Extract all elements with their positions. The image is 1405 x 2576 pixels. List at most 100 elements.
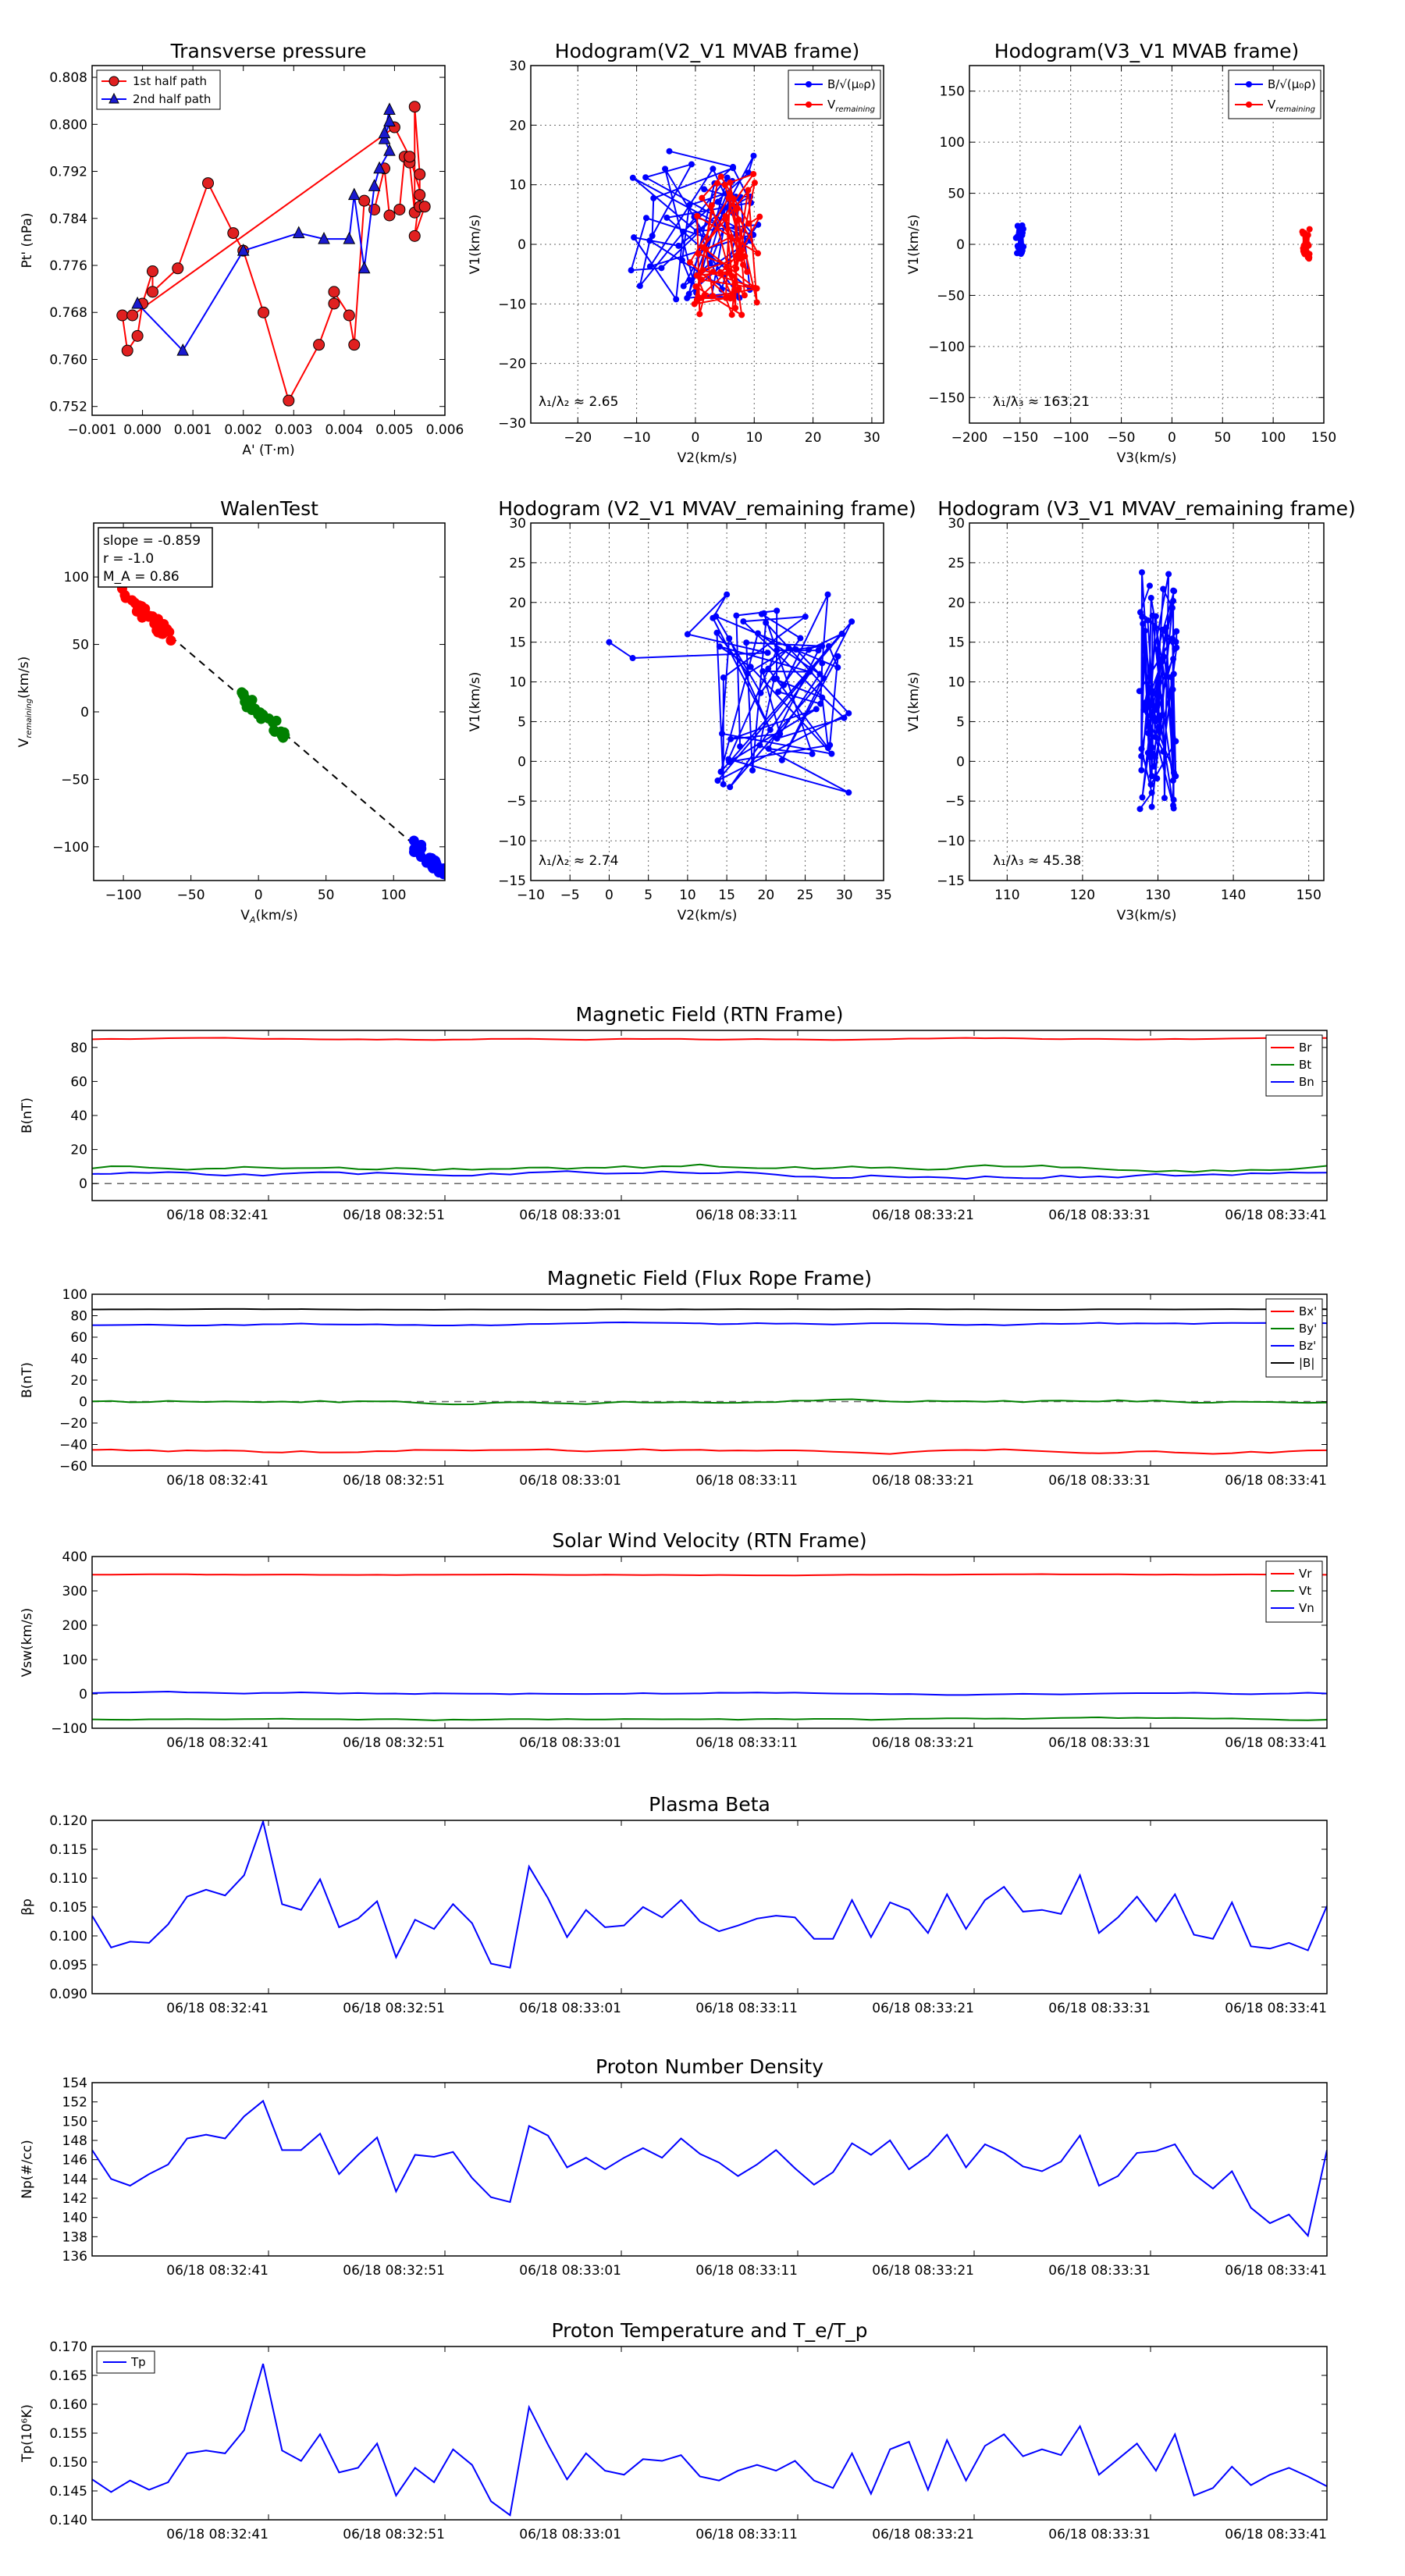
data-point (432, 859, 443, 870)
data-point (834, 664, 841, 671)
data-point (414, 168, 426, 180)
plot-area (606, 591, 855, 796)
subscript: A (249, 915, 256, 925)
x-tick-label: 06/18 08:33:11 (695, 2527, 798, 2542)
y-tick-label: 0 (518, 754, 526, 770)
data-point (717, 768, 724, 775)
data-point (1140, 706, 1147, 713)
data-point (1141, 628, 1148, 635)
data-point (680, 283, 687, 290)
data-point (663, 214, 670, 221)
x-tick-label: 06/18 08:33:11 (695, 2001, 798, 2016)
data-point (408, 101, 421, 113)
x-tick-label: 0 (692, 430, 700, 446)
chart-ts6: 0.140 0.145 0.150 0.155 0.160 0.165 0.170 06/18… (20, 2319, 1328, 2542)
data-point (120, 592, 131, 603)
data-point (1019, 232, 1026, 239)
data-point (728, 311, 735, 318)
x-tick-label: −100 (1052, 430, 1089, 446)
data-point (343, 309, 355, 322)
x-tick-label: 30 (863, 430, 880, 446)
data-point (202, 177, 215, 190)
chart-title: Magnetic Field (RTN Frame) (576, 1003, 844, 1026)
y-tick-label: 136 (62, 2249, 87, 2265)
data-point (650, 194, 657, 201)
x-tick-label: 06/18 08:33:31 (1048, 2527, 1151, 2542)
data-point (1020, 244, 1027, 251)
legend-label: Vt (1299, 1584, 1311, 1598)
data-point (727, 179, 734, 186)
data-point (675, 242, 682, 249)
legend: B/√(μ₀ρ)Vremaining (1228, 69, 1321, 119)
x-axis-label: V3(km/s) (1117, 908, 1177, 923)
y-tick-label: 154 (62, 2076, 87, 2091)
axes-frame (530, 522, 884, 881)
data-point (1150, 763, 1157, 770)
data-point (754, 630, 761, 637)
data-point (834, 653, 841, 660)
stats-textbox: slope = -0.859 r = -1.0 M_A = 0.86 (98, 527, 213, 588)
data-point (146, 286, 158, 298)
plot-area (92, 1308, 1327, 1455)
x-tick-label: 06/18 08:33:11 (695, 1473, 798, 1489)
x-tick-label: −5 (560, 888, 580, 903)
x-tick-label: 50 (1214, 430, 1231, 446)
data-point (719, 730, 726, 737)
data-point (1143, 699, 1150, 706)
data-point (713, 629, 720, 636)
data-point (767, 726, 774, 733)
y-tick-label: 0.165 (49, 2368, 87, 2384)
y-axis-label: B(nT) (20, 1362, 35, 1398)
y-tick-label: 0.095 (49, 1958, 87, 1973)
chart-ts1: 0 20 40 60 80 06/18 08:32:41 06/18 08:32:51 06/… (20, 1003, 1328, 1223)
data-point (735, 216, 742, 223)
x-tick-label: 06/18 08:33:41 (1225, 2001, 1327, 2016)
x-tick-label: 0.006 (426, 422, 464, 438)
y-tick-label: 40 (70, 1108, 87, 1124)
data-point (845, 789, 852, 796)
data-point (318, 231, 330, 244)
data-point (258, 306, 270, 318)
data-point (1138, 569, 1145, 576)
data-point (738, 311, 745, 318)
axes-frame (91, 65, 446, 416)
data-point (628, 267, 635, 274)
x-tick-label: 100 (381, 888, 406, 903)
legend-label: Vr (1299, 1567, 1312, 1581)
y-tick-label: 10 (509, 675, 526, 691)
y-axis-label: V1(km/s) (906, 215, 922, 275)
data-point (347, 187, 361, 201)
data-point (373, 161, 386, 174)
subscript: remaining (835, 105, 875, 114)
y-tick-label: 20 (509, 118, 526, 133)
data-point (764, 649, 771, 656)
y-tick-label: 0.776 (49, 258, 87, 274)
x-tick-label: 100 (1261, 430, 1286, 446)
axes-frame (91, 1820, 1328, 1994)
data-point (765, 745, 772, 753)
plot-area (92, 1573, 1327, 1721)
legend-label: B/√(μ₀ρ) (1268, 77, 1316, 91)
data-point (809, 750, 816, 757)
y-tick-label: 50 (72, 638, 89, 653)
data-point (1148, 789, 1155, 796)
chart-walen: −100 −50 0 50 100 −100 −50 0 50 100 WalenTest VA(km… (16, 497, 446, 925)
data-point (1306, 226, 1313, 233)
y-tick-label: 144 (62, 2172, 87, 2187)
data-point (694, 212, 701, 219)
data-point (414, 189, 426, 201)
data-point (383, 209, 396, 222)
fit-line (123, 595, 445, 872)
data-point (1147, 594, 1154, 601)
x-tick-label: 0.005 (375, 422, 414, 438)
data-point (819, 694, 826, 701)
x-tick-label: −10 (623, 430, 651, 446)
series-line (92, 1691, 1327, 1696)
data-point (1170, 796, 1177, 803)
legend-label: Bx' (1299, 1304, 1317, 1318)
data-point (642, 174, 649, 181)
series-line (92, 2363, 1327, 2517)
y-tick-label: 148 (62, 2133, 87, 2149)
x-tick-label: 06/18 08:32:41 (166, 2001, 269, 2016)
y-tick-label: 5 (956, 714, 965, 730)
